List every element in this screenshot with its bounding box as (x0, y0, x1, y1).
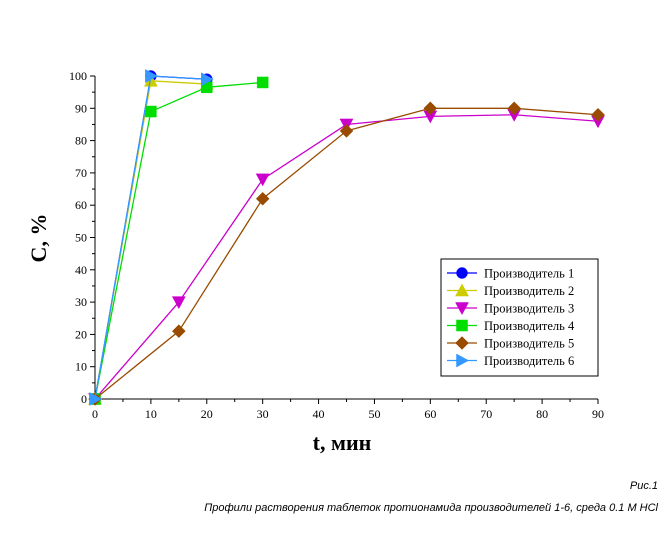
series-5-point (423, 101, 438, 116)
x-tick-label: 40 (313, 407, 325, 421)
y-tick-label: 30 (75, 295, 87, 309)
legend-label: Производитель 5 (484, 337, 574, 351)
figure-number: Рис.1 (629, 480, 658, 492)
x-tick-label: 70 (480, 407, 492, 421)
series-5-point (255, 191, 270, 206)
x-axis-title: t, мин (313, 430, 372, 455)
legend-marker (455, 336, 469, 350)
legend-label: Производитель 1 (484, 267, 574, 281)
legend-entry-2: Производитель 2 (447, 283, 574, 298)
series-4-line (94, 81, 263, 400)
y-tick-label: 0 (81, 392, 87, 406)
legend-label: Производитель 4 (484, 319, 575, 333)
y-tick-label: 100 (69, 69, 87, 83)
series-6-point (145, 69, 158, 83)
x-tick-label: 30 (257, 407, 269, 421)
legend-entry-4: Производитель 4 (447, 319, 575, 333)
x-tick-label: 20 (201, 407, 213, 421)
y-tick-label: 40 (75, 263, 87, 277)
series-6 (89, 69, 214, 406)
y-tick-label: 70 (75, 166, 87, 180)
legend-marker (456, 353, 470, 368)
legend-marker (455, 283, 469, 297)
series-layer (88, 69, 605, 407)
legend-marker (456, 267, 468, 279)
chart-legend: Производитель 1 Производитель 2 Производит… (440, 258, 599, 377)
legend-entry-5: Производитель 5 (447, 336, 574, 351)
x-tick-label: 60 (424, 407, 436, 421)
legend-entry-1: Производитель 1 (447, 267, 574, 281)
chart-axes: 0 10 20 30 40 50 60 70 80 90 0 10 20 30 40 50 60 70 80 90 10… (69, 69, 604, 421)
series-4 (89, 76, 269, 405)
x-tick-label: 50 (368, 407, 380, 421)
series-4-point (145, 105, 157, 118)
series-2-line (94, 80, 207, 400)
legend-entry-3: Производитель 3 (447, 302, 574, 316)
series-6-line (94, 75, 207, 400)
figure-caption: Профили растворения таблеток протионамид… (204, 502, 658, 514)
legend-label: Производитель 3 (484, 302, 574, 316)
legend-marker (455, 302, 469, 316)
y-tick-label: 50 (75, 231, 87, 245)
series-5-point (591, 107, 605, 122)
series-5-point (339, 124, 354, 138)
legend-entry-6: Производитель 6 (447, 353, 574, 368)
series-3-point (255, 173, 270, 187)
x-tick-label: 0 (92, 407, 98, 421)
legend-box (440, 258, 599, 377)
series-6-point (89, 392, 103, 406)
y-tick-label: 80 (75, 134, 87, 148)
series-2 (88, 73, 214, 405)
legend-marker (456, 319, 468, 332)
series-6-point (201, 72, 214, 87)
y-tick-label: 10 (75, 360, 87, 374)
series-5 (88, 101, 605, 406)
legend-label: Производитель 2 (484, 284, 574, 298)
series-4-point (256, 76, 269, 89)
series-3-point (171, 296, 186, 310)
x-tick-label: 90 (592, 407, 604, 421)
y-tick-label: 20 (75, 327, 87, 341)
y-axis-title: С, % (26, 214, 51, 263)
series-5-point (507, 101, 522, 116)
series-1-line (94, 75, 207, 400)
legend-label: Производитель 6 (484, 354, 574, 368)
y-tick-label: 60 (75, 198, 87, 212)
y-tick-label: 90 (75, 101, 87, 115)
series-5-point (171, 324, 186, 339)
x-tick-label: 10 (145, 407, 157, 421)
x-tick-label: 80 (536, 407, 548, 421)
